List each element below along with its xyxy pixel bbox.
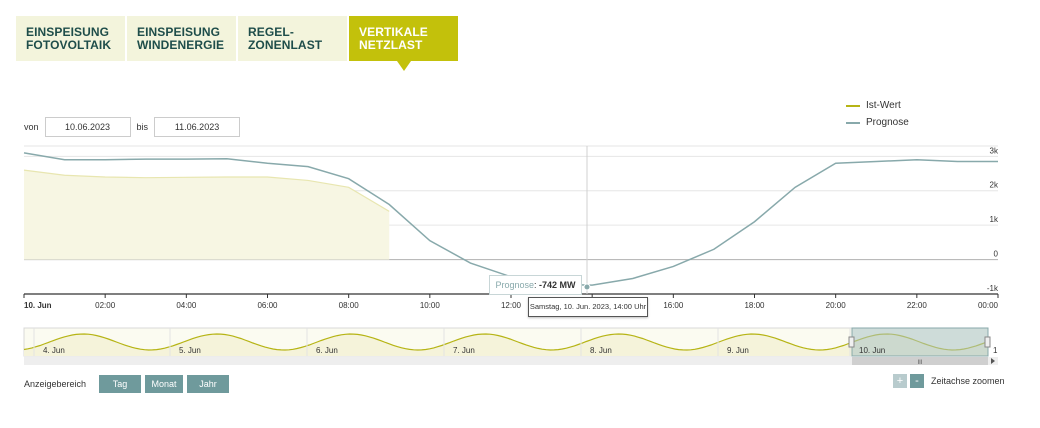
- navigator-day-label: 10. Jun: [859, 346, 885, 355]
- to-date-input[interactable]: 11.06.2023: [154, 117, 241, 137]
- tab-label-line2: ZONENLAST: [248, 38, 323, 52]
- navigator-day-label: 8. Jun: [590, 346, 612, 355]
- x-tick-label: 02:00: [95, 301, 116, 310]
- navigator-frame: [23, 327, 989, 357]
- date-range: von 10.06.2023 bis 11.06.2023: [24, 117, 246, 137]
- actual-area: [24, 170, 390, 260]
- tab-label-line1: EINSPEISUNG: [26, 25, 110, 39]
- legend-swatch-forecast: [846, 121, 860, 124]
- time-zoom-controls: + - Zeitachse zoomen: [893, 374, 1005, 388]
- legend-label-actual: Ist-Wert: [866, 100, 901, 111]
- x-tick-label: 16:00: [663, 301, 684, 310]
- legend-item-actual[interactable]: Ist-Wert: [846, 97, 909, 114]
- navigator-series-line: [23, 333, 989, 351]
- navigator-day-label: 5. Jun: [179, 346, 201, 355]
- x-tick-label: 22:00: [907, 301, 928, 310]
- tab-label-line2: NETZLAST: [359, 38, 423, 52]
- tooltip-series: Prognose: [495, 280, 534, 290]
- tooltip-value: -742 MW: [539, 280, 576, 290]
- range-selector: Anzeigebereich Tag Monat Jahr: [24, 375, 229, 393]
- navigator-day-label: 6. Jun: [316, 346, 338, 355]
- chart-legend: Ist-Wert Prognose: [846, 97, 909, 131]
- tab-regelzonenlast[interactable]: REGEL- ZONENLAST: [238, 16, 347, 61]
- actual-series-line: [23, 169, 390, 212]
- series-lines: [23, 152, 998, 286]
- legend-item-forecast[interactable]: Prognose: [846, 114, 909, 131]
- to-label: bis: [136, 122, 149, 132]
- navigator: 4. Jun 5. Jun 6. Jun 7. Jun 8. Jun 9. Jun 10. …: [23, 327, 998, 366]
- crosshair-date-text: Samstag, 10. Jun. 2023, 14:00 Uhr: [529, 302, 647, 311]
- navigator-area: [24, 334, 988, 356]
- tooltip-sep: :: [534, 280, 540, 290]
- tab-vertikale-netzlast[interactable]: VERTIKALE NETZLAST: [349, 16, 458, 71]
- tab-windenergie[interactable]: EINSPEISUNG WINDENERGIE: [127, 16, 236, 61]
- navigator-day-label: 7. Jun: [453, 346, 475, 355]
- navigator-right-handle[interactable]: [984, 336, 991, 348]
- tab-fotovoltaik[interactable]: EINSPEISUNG FOTOVOLTAIK: [16, 16, 125, 61]
- y-tick-label: 3k: [990, 146, 999, 155]
- range-button-day[interactable]: Tag: [99, 375, 141, 393]
- x-tick-label: 08:00: [339, 301, 360, 310]
- actual-area-layer: [24, 170, 390, 260]
- x-tick-label: 20:00: [826, 301, 847, 310]
- x-tick-label: 18:00: [744, 301, 765, 310]
- from-date-input[interactable]: 10.06.2023: [44, 117, 131, 137]
- x-tick-label: 04:00: [176, 301, 197, 310]
- range-button-year[interactable]: Jahr: [187, 375, 229, 393]
- tab-bar: EINSPEISUNG FOTOVOLTAIK EINSPEISUNG WIND…: [16, 16, 458, 71]
- zoom-label: Zeitachse zoomen: [931, 376, 1005, 386]
- navigator-day-label: 9. Jun: [727, 346, 749, 355]
- y-tick-label: 2k: [990, 181, 999, 190]
- y-tick-label: 1k: [990, 215, 999, 224]
- navigator-left-handle[interactable]: [848, 336, 855, 348]
- scrollbar-grip-icon: III: [917, 360, 922, 366]
- x-tick-label: 10:00: [420, 301, 441, 310]
- tooltip: Prognose: -742 MW: [489, 275, 582, 295]
- navigator-selection[interactable]: [851, 327, 989, 357]
- range-label: Anzeigebereich: [24, 379, 87, 389]
- y-tick-label: -1k: [987, 284, 999, 293]
- x-tick-label: 00:00: [978, 301, 999, 310]
- legend-swatch-actual: [846, 104, 860, 107]
- chart-grid: [24, 145, 998, 295]
- scrollbar-track[interactable]: [24, 357, 998, 365]
- navigator-right-label: 1: [993, 346, 998, 355]
- x-tick-label: 10. Jun: [24, 301, 52, 310]
- x-tick-label: 06:00: [257, 301, 278, 310]
- x-tick-label: 12:00: [501, 301, 522, 310]
- tab-label-line1: EINSPEISUNG: [137, 25, 221, 39]
- tab-label-line2: FOTOVOLTAIK: [26, 38, 112, 52]
- from-label: von: [24, 122, 39, 132]
- tab-label-line1: VERTIKALE: [359, 25, 428, 39]
- tab-label-line1: REGEL-: [248, 25, 294, 39]
- x-axis: 10. Jun02:0004:0006:0008:0010:0012:0014:…: [23, 293, 999, 310]
- scrollbar-right-arrow-icon[interactable]: [991, 358, 995, 364]
- legend-label-forecast: Prognose: [866, 117, 909, 128]
- y-axis: 3k 2k 1k 0 -1k: [987, 146, 999, 293]
- forecast-series-line: [23, 152, 998, 286]
- range-button-month[interactable]: Monat: [145, 375, 183, 393]
- zoom-out-button[interactable]: -: [910, 374, 924, 388]
- tab-label-line2: WINDENERGIE: [137, 38, 225, 52]
- navigator-day-label: 4. Jun: [43, 346, 65, 355]
- hover-point: [583, 283, 591, 291]
- scrollbar-thumb[interactable]: [852, 357, 988, 365]
- zoom-in-button[interactable]: +: [893, 374, 907, 388]
- y-tick-label: 0: [994, 250, 999, 259]
- crosshair-date-label: Samstag, 10. Jun. 2023, 14:00 Uhr: [528, 297, 648, 317]
